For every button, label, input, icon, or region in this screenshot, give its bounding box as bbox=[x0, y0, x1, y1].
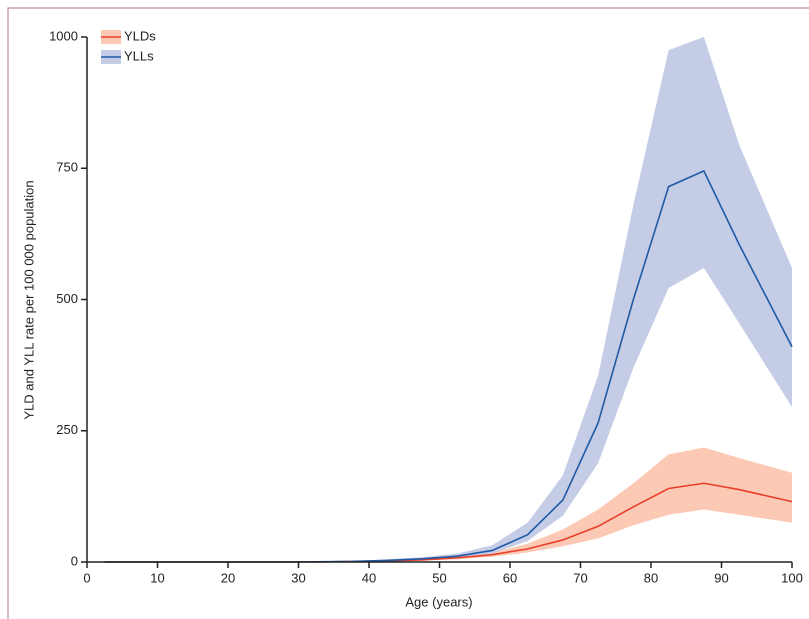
legend: YLDs YLLs bbox=[101, 28, 156, 64]
x-tick-label: 40 bbox=[362, 570, 376, 585]
uncertainty-band bbox=[104, 37, 792, 562]
legend-label: YLDs bbox=[124, 28, 156, 43]
y-axis-label: YLD and YLL rate per 100 000 population bbox=[21, 180, 36, 419]
uncertainty-band bbox=[104, 447, 792, 562]
x-tick-label: 100 bbox=[781, 570, 803, 585]
bands bbox=[104, 37, 792, 562]
y-tick-label: 500 bbox=[56, 291, 78, 306]
frame bbox=[7, 7, 809, 619]
x-axis-label: Age (years) bbox=[405, 594, 472, 609]
y-tick-label: 750 bbox=[56, 160, 78, 175]
x-tick-label: 0 bbox=[83, 570, 90, 585]
x-tick-label: 50 bbox=[432, 570, 446, 585]
x-tick-label: 60 bbox=[503, 570, 517, 585]
x-tick-label: 70 bbox=[573, 570, 587, 585]
x-tick-label: 90 bbox=[714, 570, 728, 585]
axes: 0 250 500 750 1000 0 10 20 30 40 50 60 70 80 90 100 bbox=[49, 28, 803, 585]
x-tick-label: 80 bbox=[644, 570, 658, 585]
y-tick-label: 250 bbox=[56, 422, 78, 437]
x-tick-label: 20 bbox=[221, 570, 235, 585]
y-tick-label: 0 bbox=[71, 553, 78, 568]
y-tick-label: 1000 bbox=[49, 28, 78, 43]
x-tick-label: 10 bbox=[150, 570, 164, 585]
legend-label: YLLs bbox=[124, 48, 154, 63]
x-tick-label: 30 bbox=[291, 570, 305, 585]
